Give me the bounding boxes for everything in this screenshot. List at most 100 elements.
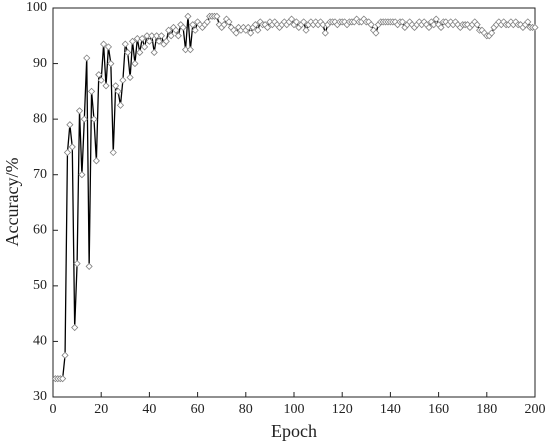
data-point (189, 21, 197, 29)
y-axis-label: Accuracy/% (2, 158, 22, 247)
data-point (432, 15, 440, 23)
data-point (133, 34, 141, 43)
data-point (121, 40, 129, 48)
data-point (372, 29, 380, 37)
data-point (247, 29, 255, 37)
data-point (119, 76, 127, 84)
data-point (165, 26, 173, 34)
x-tick-label: 160 (428, 402, 449, 417)
data-point (90, 115, 98, 123)
data-point (179, 23, 187, 32)
data-point (181, 46, 190, 54)
data-point (107, 60, 115, 68)
data-point (251, 21, 260, 29)
series-line (55, 15, 535, 380)
y-tick-label: 60 (33, 223, 47, 238)
data-point (141, 43, 149, 51)
data-point (112, 82, 120, 90)
data-point (126, 73, 134, 82)
data-point (302, 26, 310, 34)
data-point (80, 115, 88, 123)
x-tick-label: 80 (239, 402, 253, 417)
x-tick-label: 40 (142, 402, 156, 417)
data-point (172, 26, 180, 34)
x-tick-label: 120 (332, 402, 353, 417)
data-point (78, 171, 86, 179)
data-point (244, 23, 252, 32)
data-point (116, 101, 125, 109)
data-point (153, 32, 161, 40)
data-point (100, 40, 108, 48)
y-tick-label: 40 (33, 334, 47, 349)
data-point (167, 32, 175, 40)
data-point (143, 32, 151, 40)
data-point (157, 32, 166, 40)
x-tick-label: 140 (380, 402, 401, 417)
data-point (87, 87, 96, 95)
data-point (124, 48, 132, 57)
data-point (191, 26, 199, 34)
data-point (321, 29, 329, 37)
data-point (148, 32, 156, 40)
y-tick-label: 30 (33, 389, 47, 404)
data-point (232, 29, 240, 37)
data-point (254, 26, 262, 34)
y-tick-label: 80 (33, 111, 47, 126)
data-point (319, 21, 327, 29)
data-point (136, 48, 144, 57)
data-point (109, 148, 117, 157)
data-point (425, 23, 433, 32)
data-point (225, 18, 233, 26)
data-point (524, 18, 532, 26)
data-point (292, 18, 300, 26)
data-point (83, 54, 91, 62)
data-point (59, 375, 67, 383)
data-point (75, 107, 84, 115)
data-point (63, 148, 72, 157)
data-point (162, 37, 170, 45)
data-point (531, 23, 539, 32)
data-point (473, 21, 481, 29)
data-point (73, 260, 81, 268)
data-point (95, 71, 103, 79)
data-point (184, 12, 192, 20)
y-tick-label: 100 (26, 0, 47, 15)
data-point (263, 23, 272, 32)
y-tick-label: 70 (33, 167, 47, 182)
data-point (66, 121, 74, 129)
data-point (174, 32, 182, 40)
y-tick-label: 50 (33, 278, 47, 293)
data-point (155, 37, 163, 45)
x-tick-label: 200 (525, 402, 546, 417)
data-point (203, 18, 211, 26)
data-point (92, 157, 100, 165)
data-point (85, 262, 93, 270)
data-point (186, 46, 194, 54)
data-point (398, 18, 407, 26)
data-point (68, 143, 76, 151)
data-point (150, 48, 158, 57)
x-tick-label: 20 (94, 402, 108, 417)
x-tick-label: 0 (50, 402, 57, 417)
data-point (128, 37, 137, 45)
data-point (145, 37, 153, 45)
data-point (102, 82, 110, 90)
x-tick-label: 180 (476, 402, 497, 417)
y-tick-label: 90 (33, 56, 47, 71)
data-point (437, 23, 445, 32)
data-point (61, 351, 69, 359)
data-point (138, 34, 146, 43)
data-point (131, 60, 139, 68)
data-point (213, 12, 221, 20)
data-point (488, 29, 496, 37)
data-point (367, 21, 375, 29)
x-tick-label: 60 (191, 402, 205, 417)
data-point (288, 15, 296, 23)
plot-frame (52, 7, 536, 398)
data-point (104, 43, 112, 51)
x-tick-label: 100 (284, 402, 305, 417)
data-point (220, 21, 228, 29)
x-axis-label: Epoch (271, 421, 317, 441)
data-point (114, 87, 122, 95)
